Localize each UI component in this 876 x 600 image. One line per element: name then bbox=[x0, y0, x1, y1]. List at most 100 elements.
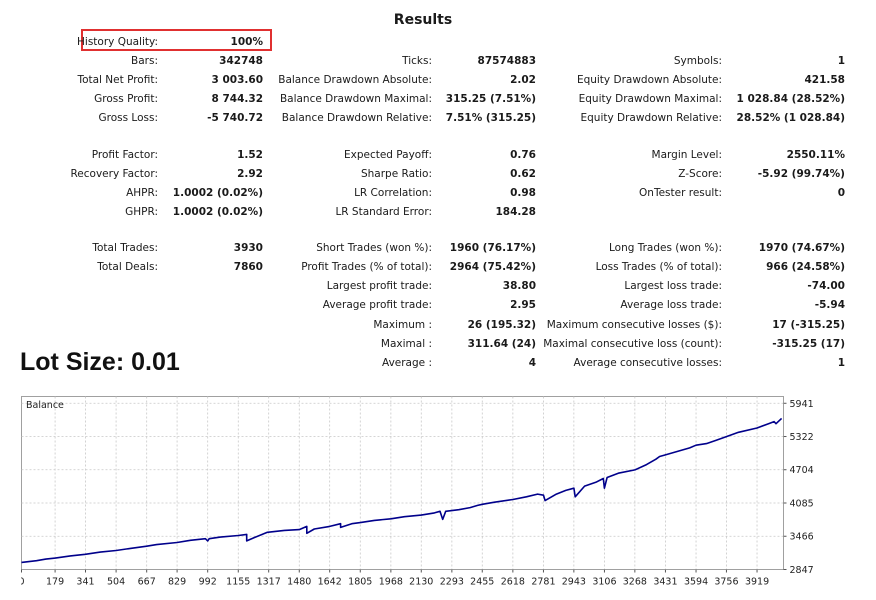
col3-label: Equity Drawdown Maximal: bbox=[578, 93, 722, 105]
col1-value: 8 744.32 bbox=[211, 93, 263, 105]
col3-label: Symbols: bbox=[673, 55, 722, 67]
col2-value: 0.62 bbox=[510, 168, 536, 180]
col3-value: -5.92 (99.74%) bbox=[757, 168, 845, 180]
x-tick-label: 3919 bbox=[745, 577, 769, 588]
col2-value: 2.95 bbox=[510, 299, 536, 311]
col3-value: 966 (24.58%) bbox=[766, 261, 845, 273]
y-tick-label: 5322 bbox=[790, 432, 814, 443]
history-quality-label: History Quality: bbox=[77, 36, 158, 48]
col2-label: Sharpe Ratio: bbox=[360, 168, 432, 180]
x-tick-label: 3106 bbox=[592, 577, 616, 588]
x-tick-label: 3431 bbox=[653, 577, 677, 588]
col3-value: 2550.11% bbox=[786, 149, 845, 161]
col3-value: 1 028.84 (28.52%) bbox=[736, 93, 845, 105]
x-tick-label: 3594 bbox=[684, 577, 708, 588]
col2-label: Short Trades (won %): bbox=[316, 242, 432, 254]
x-tick-label: 1805 bbox=[348, 577, 372, 588]
col1-value: 1.0002 (0.02%) bbox=[172, 206, 263, 218]
col3-label: Equity Drawdown Relative: bbox=[580, 112, 722, 124]
y-tick-label: 2847 bbox=[790, 565, 814, 576]
x-tick-label: 3268 bbox=[623, 577, 647, 588]
col2-value: 4 bbox=[528, 357, 536, 369]
col3-value: 1 bbox=[837, 55, 845, 67]
col1-label: GHPR: bbox=[125, 206, 158, 218]
x-tick-label: 2618 bbox=[501, 577, 525, 588]
col3-label: Z-Score: bbox=[678, 168, 722, 180]
col2-value: 0.98 bbox=[510, 187, 536, 199]
col1-label: Bars: bbox=[131, 55, 158, 67]
col3-label: Maximum consecutive losses ($): bbox=[546, 319, 722, 331]
col3-label: Average consecutive losses: bbox=[573, 357, 722, 369]
col3-label: Average loss trade: bbox=[620, 299, 722, 311]
plot-frame bbox=[21, 396, 784, 570]
report-title: Results bbox=[393, 12, 453, 28]
col2-label: LR Correlation: bbox=[354, 187, 432, 199]
history-quality-highlight bbox=[81, 29, 272, 51]
col3-label: Equity Drawdown Absolute: bbox=[576, 74, 722, 86]
col3-label: Largest loss trade: bbox=[624, 280, 722, 292]
lot-size-caption: Lot Size: 0.01 bbox=[20, 348, 180, 376]
col2-value: 1960 (76.17%) bbox=[449, 242, 536, 254]
x-tick-label: 2293 bbox=[440, 577, 464, 588]
x-tick-label: 992 bbox=[199, 577, 217, 588]
x-tick-label: 2455 bbox=[470, 577, 494, 588]
y-tick-label: 4704 bbox=[790, 465, 814, 476]
y-tick-label: 3466 bbox=[790, 532, 814, 543]
x-tick-label: 1317 bbox=[257, 577, 281, 588]
col3-value: 421.58 bbox=[804, 74, 845, 86]
x-tick-label: 2781 bbox=[531, 577, 555, 588]
col1-label: Total Net Profit: bbox=[77, 74, 158, 86]
col2-value: 2964 (75.42%) bbox=[449, 261, 536, 273]
x-tick-label: 1155 bbox=[226, 577, 250, 588]
col2-label: Expected Payoff: bbox=[343, 149, 432, 161]
x-tick-label: 341 bbox=[76, 577, 94, 588]
col2-label: Maximal : bbox=[380, 338, 432, 350]
chart-title: Balance bbox=[26, 400, 64, 411]
x-tick-label: 3756 bbox=[714, 577, 738, 588]
col1-label: Gross Loss: bbox=[98, 112, 159, 124]
col3-value: 17 (-315.25) bbox=[772, 319, 845, 331]
col1-value: 3 003.60 bbox=[211, 74, 263, 86]
col2-label: Balance Drawdown Absolute: bbox=[278, 74, 432, 86]
x-tick-label: 1968 bbox=[379, 577, 403, 588]
y-tick-label: 5941 bbox=[790, 399, 814, 410]
col2-label: LR Standard Error: bbox=[335, 206, 432, 218]
col2-value: 184.28 bbox=[495, 206, 536, 218]
col3-value: 0 bbox=[837, 187, 845, 199]
y-tick-label: 4085 bbox=[790, 498, 814, 509]
history-quality-value: 100% bbox=[230, 36, 263, 48]
x-tick-label: 179 bbox=[46, 577, 64, 588]
x-tick-label: 2943 bbox=[562, 577, 586, 588]
col3-value: -315.25 (17) bbox=[772, 338, 845, 350]
balance-chart: 0 179 341 504 667 829 992 1155 1317 1480 1642 1805 1… bbox=[18, 396, 866, 596]
col3-value: -74.00 bbox=[807, 280, 845, 292]
col3-label: Long Trades (won %): bbox=[608, 242, 722, 254]
col2-value: 7.51% (315.25) bbox=[445, 112, 536, 124]
col1-label: Recovery Factor: bbox=[70, 168, 158, 180]
col2-value: 315.25 (7.51%) bbox=[445, 93, 536, 105]
col1-value: 342748 bbox=[219, 55, 263, 67]
col3-label: Maximal consecutive loss (count): bbox=[543, 338, 722, 350]
x-tick-label: 0 bbox=[21, 577, 25, 588]
col2-label: Maximum : bbox=[373, 319, 432, 331]
col2-value: 311.64 (24) bbox=[467, 338, 536, 350]
col2-label: Largest profit trade: bbox=[326, 280, 432, 292]
col1-label: Total Trades: bbox=[92, 242, 158, 254]
col3-value: -5.94 bbox=[814, 299, 845, 311]
col3-value: 1 bbox=[837, 357, 845, 369]
balance-chart-svg: 0 179 341 504 667 829 992 1155 1317 1480 1642 1805 1… bbox=[18, 396, 814, 588]
col2-value: 38.80 bbox=[502, 280, 536, 292]
x-tick-label: 1480 bbox=[287, 577, 311, 588]
col1-value: 1.52 bbox=[237, 149, 263, 161]
col2-label: Ticks: bbox=[402, 55, 432, 67]
col1-value: 3930 bbox=[233, 242, 263, 254]
col2-label: Average : bbox=[382, 357, 432, 369]
col3-value: 1970 (74.67%) bbox=[758, 242, 845, 254]
col3-value: 28.52% (1 028.84) bbox=[736, 112, 845, 124]
col3-label: Loss Trades (% of total): bbox=[595, 261, 722, 273]
x-tick-label: 2130 bbox=[409, 577, 433, 588]
col2-label: Profit Trades (% of total): bbox=[301, 261, 432, 273]
col2-value: 87574883 bbox=[477, 55, 536, 67]
col2-value: 2.02 bbox=[510, 74, 536, 86]
col1-value: -5 740.72 bbox=[207, 112, 263, 124]
